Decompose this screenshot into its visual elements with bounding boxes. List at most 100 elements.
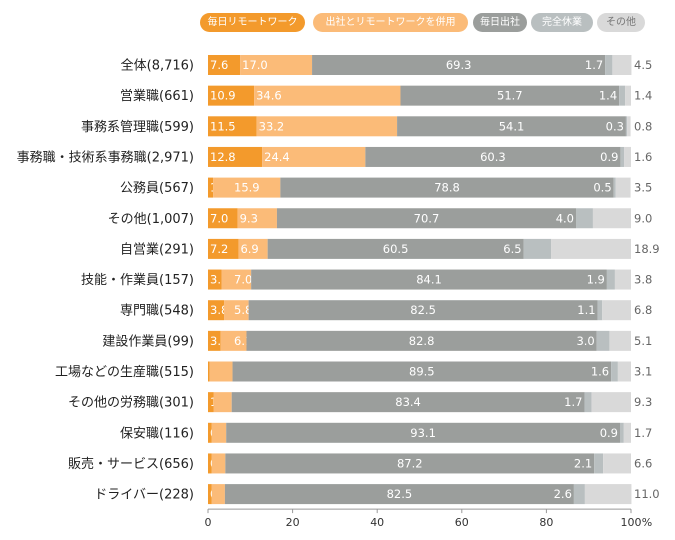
data-label: 54.1 — [499, 119, 525, 133]
category-label: 事務職・技術系事務職(2,971) — [17, 150, 194, 165]
data-label: 7.6 — [210, 58, 228, 72]
bar-segment — [312, 55, 606, 75]
data-label: 82.5 — [387, 487, 413, 501]
data-label: 87.2 — [397, 456, 423, 470]
bar-segment — [624, 146, 631, 167]
legend-item-2: 出社とリモートワークを併用 — [313, 13, 468, 32]
data-label: 82.8 — [409, 334, 435, 348]
bar-segment — [211, 484, 225, 505]
bar-segment — [551, 238, 631, 259]
bar-segment — [237, 208, 277, 229]
legend-item-1: 毎日リモートワーク — [200, 13, 305, 32]
bar-segment — [606, 269, 615, 290]
bar-segment — [605, 55, 613, 75]
category-label: 自営業(291) — [120, 241, 194, 257]
x-tick-label: 20 — [286, 516, 300, 529]
category-label: その他(1,007) — [108, 212, 194, 227]
bar-segment — [231, 392, 585, 413]
bar-segment — [220, 330, 247, 351]
bar-segment — [615, 177, 631, 198]
data-label: 60.3 — [480, 150, 506, 164]
data-label: 0.3 — [606, 119, 624, 133]
x-tick-label: 40 — [370, 516, 384, 529]
bar-segment — [240, 55, 313, 75]
data-label: 5.1 — [634, 334, 652, 348]
bar-segment — [620, 146, 625, 167]
bar-segment — [208, 55, 241, 75]
data-label: 11.0 — [634, 487, 660, 501]
data-label: 3.0 — [576, 334, 594, 348]
bar-segment — [208, 146, 263, 167]
data-label: 0.8 — [634, 119, 652, 133]
category-label: 技能・作業員(157) — [81, 272, 194, 288]
x-tick-label: 80 — [539, 516, 553, 529]
bar-segment — [208, 422, 212, 443]
bar-segment — [224, 484, 574, 505]
bar-segment — [627, 116, 631, 137]
bar-segment — [612, 55, 632, 75]
data-label: 78.8 — [434, 181, 460, 195]
bar-segment — [584, 392, 592, 413]
data-label: 83.4 — [395, 395, 421, 409]
data-label: 7.0 — [210, 211, 228, 225]
data-label: 6.6 — [634, 456, 652, 470]
category-label: 専門職(548) — [120, 304, 194, 319]
bar-segment — [246, 330, 597, 351]
data-label: 34.6 — [256, 89, 282, 103]
data-label: 11.5 — [210, 119, 236, 133]
bar-segment — [591, 392, 631, 413]
bar-segment — [619, 85, 626, 106]
category-label: 公務員(567) — [120, 181, 194, 196]
data-label: 7.0 — [234, 273, 252, 287]
data-label: 3.8 — [210, 303, 228, 317]
data-label: 7.2 — [210, 242, 228, 256]
data-label: 2.6 — [554, 487, 572, 501]
bar-segment — [365, 146, 621, 167]
data-label: 3.8 — [634, 273, 652, 287]
bar-segment — [213, 177, 281, 198]
bar-segment — [576, 208, 593, 229]
data-label: 3.5 — [634, 181, 652, 195]
data-label: 6.5 — [503, 242, 521, 256]
data-label: 1.7 — [564, 395, 582, 409]
bar-segment — [208, 85, 255, 106]
bar-segment — [208, 238, 239, 259]
data-label: 60.5 — [383, 242, 409, 256]
data-label: 82.5 — [410, 303, 436, 317]
data-label: 69.3 — [446, 58, 472, 72]
data-label: 84.1 — [416, 273, 442, 287]
bar-segment — [208, 361, 210, 382]
category-label: 事務系管理職(599) — [81, 120, 194, 135]
x-unit-label: % — [642, 516, 652, 529]
bar-segment — [238, 238, 268, 259]
bar-segment — [251, 269, 607, 290]
category-label: 販売・サービス(656) — [68, 456, 194, 472]
bar-segment — [262, 146, 366, 167]
bar-segment — [208, 208, 238, 229]
bar-segment — [603, 453, 631, 474]
category-label: 工場などの生産職(515) — [55, 364, 194, 380]
data-label: 70.7 — [414, 211, 440, 225]
bar-segment — [625, 116, 628, 137]
bar-segment — [213, 392, 232, 413]
bar-segment — [614, 269, 631, 290]
data-label: 1.7 — [634, 426, 652, 440]
bar-segment — [225, 453, 595, 474]
bar-segment — [609, 330, 631, 351]
category-label: 全体(8,716) — [121, 58, 194, 74]
bar-segment — [617, 361, 631, 382]
bar-segment — [208, 392, 214, 413]
bar-segment — [584, 484, 632, 505]
data-label: 2.1 — [574, 456, 592, 470]
category-label: 営業職(661) — [120, 88, 194, 104]
bar-segment — [523, 238, 552, 259]
data-label: 1.6 — [591, 365, 609, 379]
x-tick-label: 100 — [621, 516, 642, 529]
category-label: ドライバー(228) — [94, 488, 194, 503]
data-label: 0.5 — [593, 181, 611, 195]
bar-segment — [211, 453, 226, 474]
category-label: その他の労務職(301) — [68, 396, 194, 411]
data-label: 6.8 — [634, 303, 652, 317]
bar-segment — [208, 177, 214, 198]
